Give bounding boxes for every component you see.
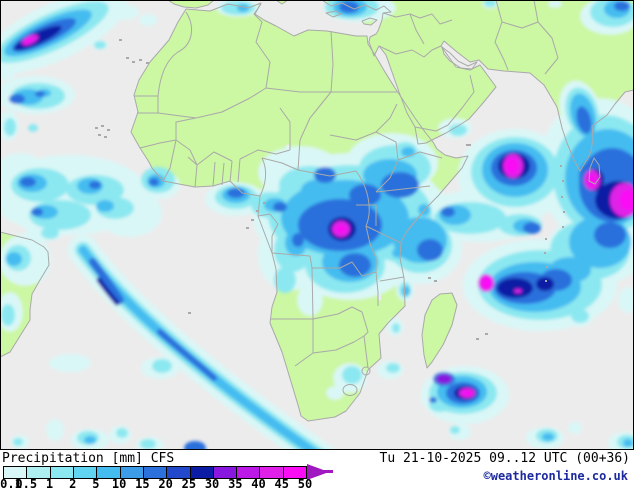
- legend-tick-label: 0.1: [0, 477, 22, 490]
- legend-tick-label: 45: [274, 477, 289, 490]
- island-layer: [95, 39, 565, 340]
- legend-cell: [236, 467, 260, 478]
- legend-cell: [72, 467, 97, 478]
- legend-cell: [119, 467, 143, 478]
- legend-overflow-arrow-tail: [307, 470, 333, 473]
- legend-cell: [96, 467, 120, 478]
- legend-tick-label: 40: [251, 477, 266, 490]
- precipitation-map: [0, 0, 634, 473]
- legend-cell: [49, 467, 73, 478]
- land-madagascar: [422, 293, 457, 368]
- land-asia: [322, 0, 634, 171]
- legend-cell: [4, 467, 27, 478]
- legend-cell: [26, 467, 50, 478]
- legend-cell: [212, 467, 237, 478]
- africa-map-svg: [0, 0, 634, 473]
- legend-tick-label: 1: [45, 477, 54, 490]
- legend-cell: [259, 467, 283, 478]
- legend-bar: [3, 466, 307, 479]
- legend-tick-label: 50: [297, 477, 313, 490]
- legend-tick-label: 35: [228, 477, 243, 490]
- legend-cell: [282, 467, 307, 478]
- legend-cell: [189, 467, 213, 478]
- valid-time-label: Tu 21-10-2025 09..12 UTC (00+36): [379, 451, 630, 466]
- legend-tick-label: 15: [135, 477, 150, 490]
- coastline-layer: [0, 0, 634, 422]
- legend-tick-label: 20: [158, 477, 173, 490]
- copyright-label: ©weatheronline.co.uk: [483, 469, 629, 483]
- legend-cell: [166, 467, 190, 478]
- map-title: Precipitation [mm] CFS: [2, 451, 175, 466]
- border-layer: [134, 0, 559, 396]
- legend-tick-label: 2: [69, 477, 77, 490]
- legend-cell: [142, 467, 167, 478]
- legend-tick-label: 5: [92, 477, 100, 490]
- legend-tick-label: 10: [111, 477, 127, 490]
- legend-tick-label: 30: [204, 477, 220, 490]
- legend-tick-label: 25: [181, 477, 197, 490]
- legend-tick-label: 0.5: [15, 477, 38, 490]
- legend-labels: 0.1 0.5 1 2 5 10 15 20 25 30 35 40 45 50: [0, 477, 360, 490]
